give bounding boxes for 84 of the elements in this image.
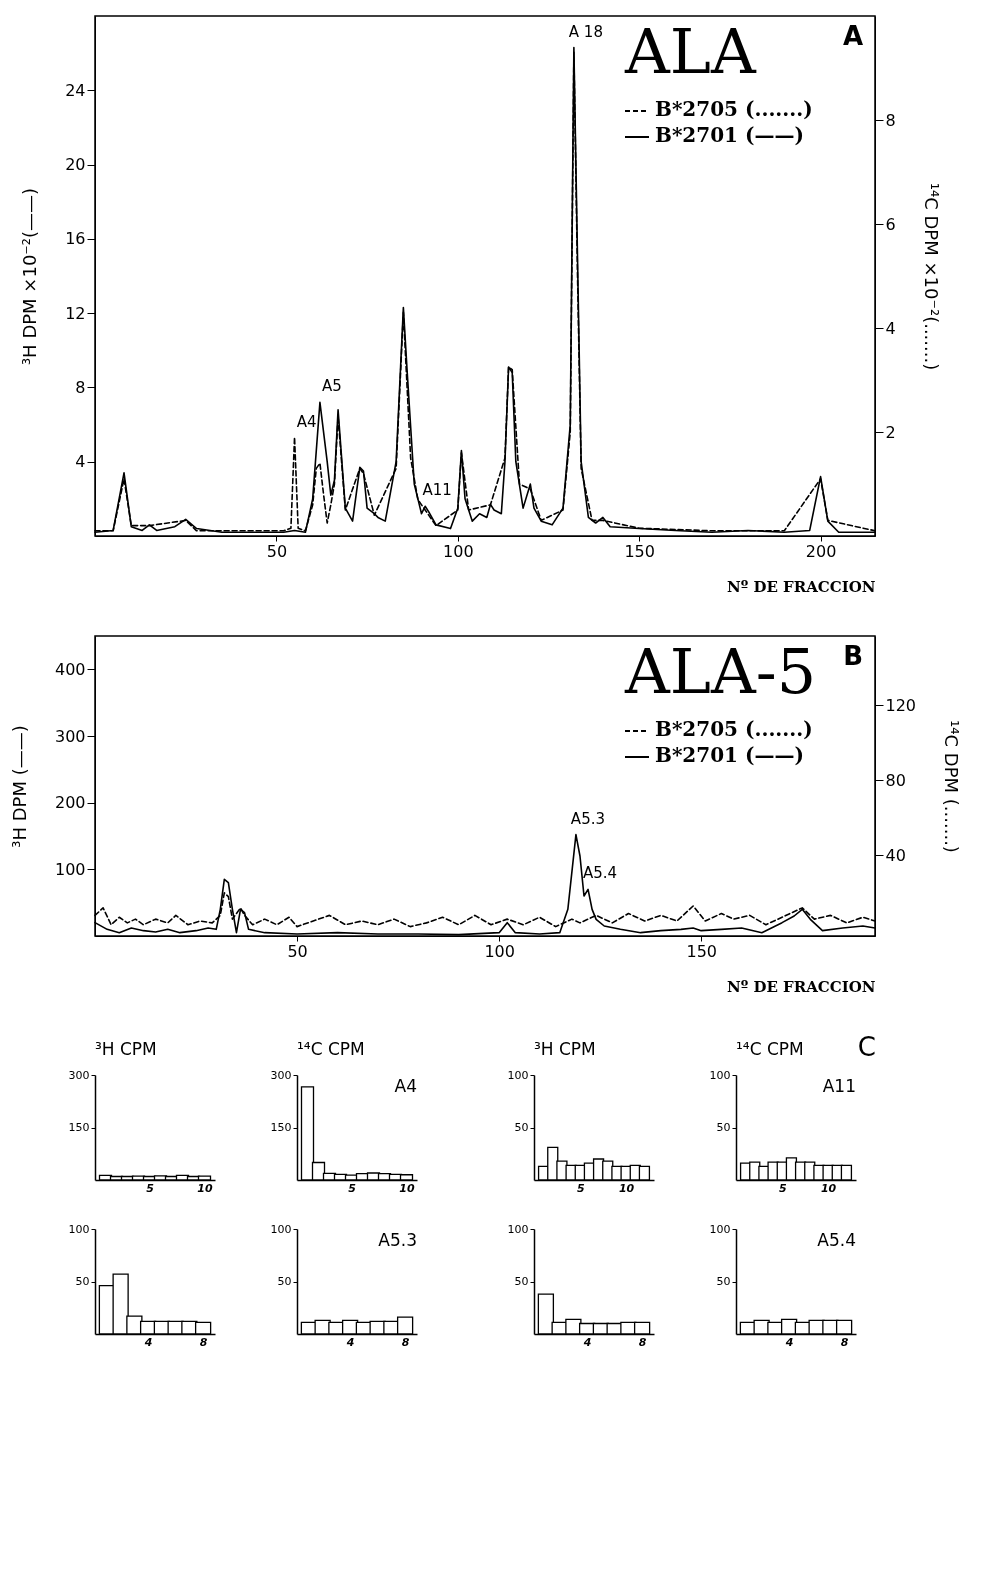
x-tick-label: 10 — [399, 1181, 415, 1195]
y-tick-label: 400 — [54, 659, 86, 679]
x-tick-label: 50 — [287, 941, 308, 961]
chart-title: ¹⁴C CPM — [297, 1039, 365, 1059]
x-tick-label: 150 — [624, 541, 655, 561]
y-tick-label: 300 — [68, 1068, 90, 1082]
y-axis-title: ³H DPM ×10⁻²(——) — [19, 187, 41, 366]
x-tick-label: 100 — [443, 541, 474, 561]
y2-tick-label: 4 — [885, 318, 896, 338]
x-tick-label: 200 — [805, 541, 837, 561]
chart-title: ³H CPM — [534, 1039, 596, 1059]
annotation: A5.4 — [817, 1230, 856, 1250]
y2-tick-label: 40 — [885, 845, 906, 865]
y-tick-label: 4 — [75, 452, 86, 472]
y-tick-label: 150 — [68, 1121, 90, 1134]
y2-tick-label: 6 — [885, 214, 896, 234]
y-tick-label: 100 — [68, 1222, 90, 1236]
legend-label: B*2705 (.......) — [655, 97, 813, 121]
annotation: A5.3 — [570, 809, 605, 828]
y-tick-label: 8 — [75, 377, 86, 397]
y2-axis-title: ¹⁴C DPM ×10⁻²(.......) — [920, 182, 942, 371]
x-tick-label: 10 — [820, 1181, 837, 1195]
y2-tick-label: 80 — [885, 770, 906, 790]
y-tick-label: 50 — [514, 1275, 529, 1288]
legend-label: B*2705 (.......) — [655, 717, 813, 741]
y-tick-label: 100 — [507, 1222, 529, 1236]
y-tick-label: 50 — [75, 1275, 90, 1288]
annotation: A — [842, 21, 863, 51]
y2-tick-label: 2 — [885, 422, 896, 442]
x-tick-label: 4 — [582, 1335, 592, 1349]
x-tick-label: 10 — [197, 1181, 213, 1195]
y-tick-label: 100 — [270, 1222, 292, 1236]
y-tick-label: 300 — [54, 726, 86, 746]
y-tick-label: 16 — [65, 229, 86, 249]
annotation: A5.4 — [582, 864, 618, 883]
chart-title: ALA — [624, 15, 757, 88]
y-axis-title: ³H DPM (——) — [8, 725, 30, 848]
annotation: A5.3 — [378, 1230, 417, 1250]
y-tick-label: 20 — [65, 155, 86, 175]
annotation: B — [843, 641, 863, 671]
x-tick-label: 4 — [345, 1335, 355, 1349]
y-tick-label: 150 — [270, 1121, 292, 1134]
y-tick-label: 300 — [270, 1068, 292, 1082]
chart-title: ³H CPM — [95, 1039, 157, 1059]
y2-tick-label: 8 — [885, 110, 896, 130]
y-tick-label: 50 — [716, 1275, 731, 1288]
y-tick-label: 200 — [54, 793, 86, 813]
legend-label: B*2701 (——) — [655, 123, 804, 147]
x-axis-title: Nº DE FRACCION — [726, 977, 876, 996]
x-tick-label: 5 — [146, 1181, 155, 1195]
x-tick-label: 150 — [686, 941, 717, 961]
y-tick-label: 50 — [514, 1121, 529, 1134]
text: C — [857, 1032, 876, 1062]
x-axis-title: Nº DE FRACCION — [726, 577, 876, 596]
annotation: A11 — [822, 1076, 856, 1096]
annotation: A 18 — [568, 22, 603, 41]
y-tick-label: 100 — [709, 1222, 731, 1236]
y-tick-label: 24 — [65, 80, 86, 100]
y-tick-label: 12 — [65, 303, 86, 323]
chart-title: ALA-5 — [624, 635, 817, 708]
y-tick-label: 100 — [54, 859, 86, 879]
annotation: A4 — [296, 412, 317, 431]
x-tick-label: 5 — [778, 1181, 787, 1195]
x-tick-label: 8 — [199, 1335, 208, 1349]
annotation: A11 — [422, 481, 452, 500]
x-tick-label: 4 — [143, 1335, 153, 1349]
annotation: A5 — [322, 377, 342, 396]
y2-tick-label: 120 — [885, 695, 917, 715]
x-tick-label: 5 — [348, 1181, 357, 1195]
legend-label: B*2701 (——) — [655, 743, 804, 767]
y-tick-label: 50 — [277, 1275, 292, 1288]
x-tick-label: 100 — [484, 941, 515, 961]
chart-title: ¹⁴C CPM — [736, 1039, 804, 1059]
x-tick-label: 10 — [618, 1181, 635, 1195]
y-tick-label: 50 — [716, 1121, 731, 1134]
y2-axis-title: ¹⁴C DPM (.......) — [941, 720, 963, 853]
x-tick-label: 8 — [840, 1335, 849, 1349]
y-tick-label: 100 — [709, 1068, 731, 1082]
x-tick-label: 5 — [576, 1181, 585, 1195]
y-tick-label: 100 — [507, 1068, 529, 1082]
annotation: A4 — [394, 1076, 417, 1096]
x-tick-label: 8 — [638, 1335, 647, 1349]
x-tick-label: 4 — [784, 1335, 794, 1349]
x-tick-label: 8 — [401, 1335, 410, 1349]
